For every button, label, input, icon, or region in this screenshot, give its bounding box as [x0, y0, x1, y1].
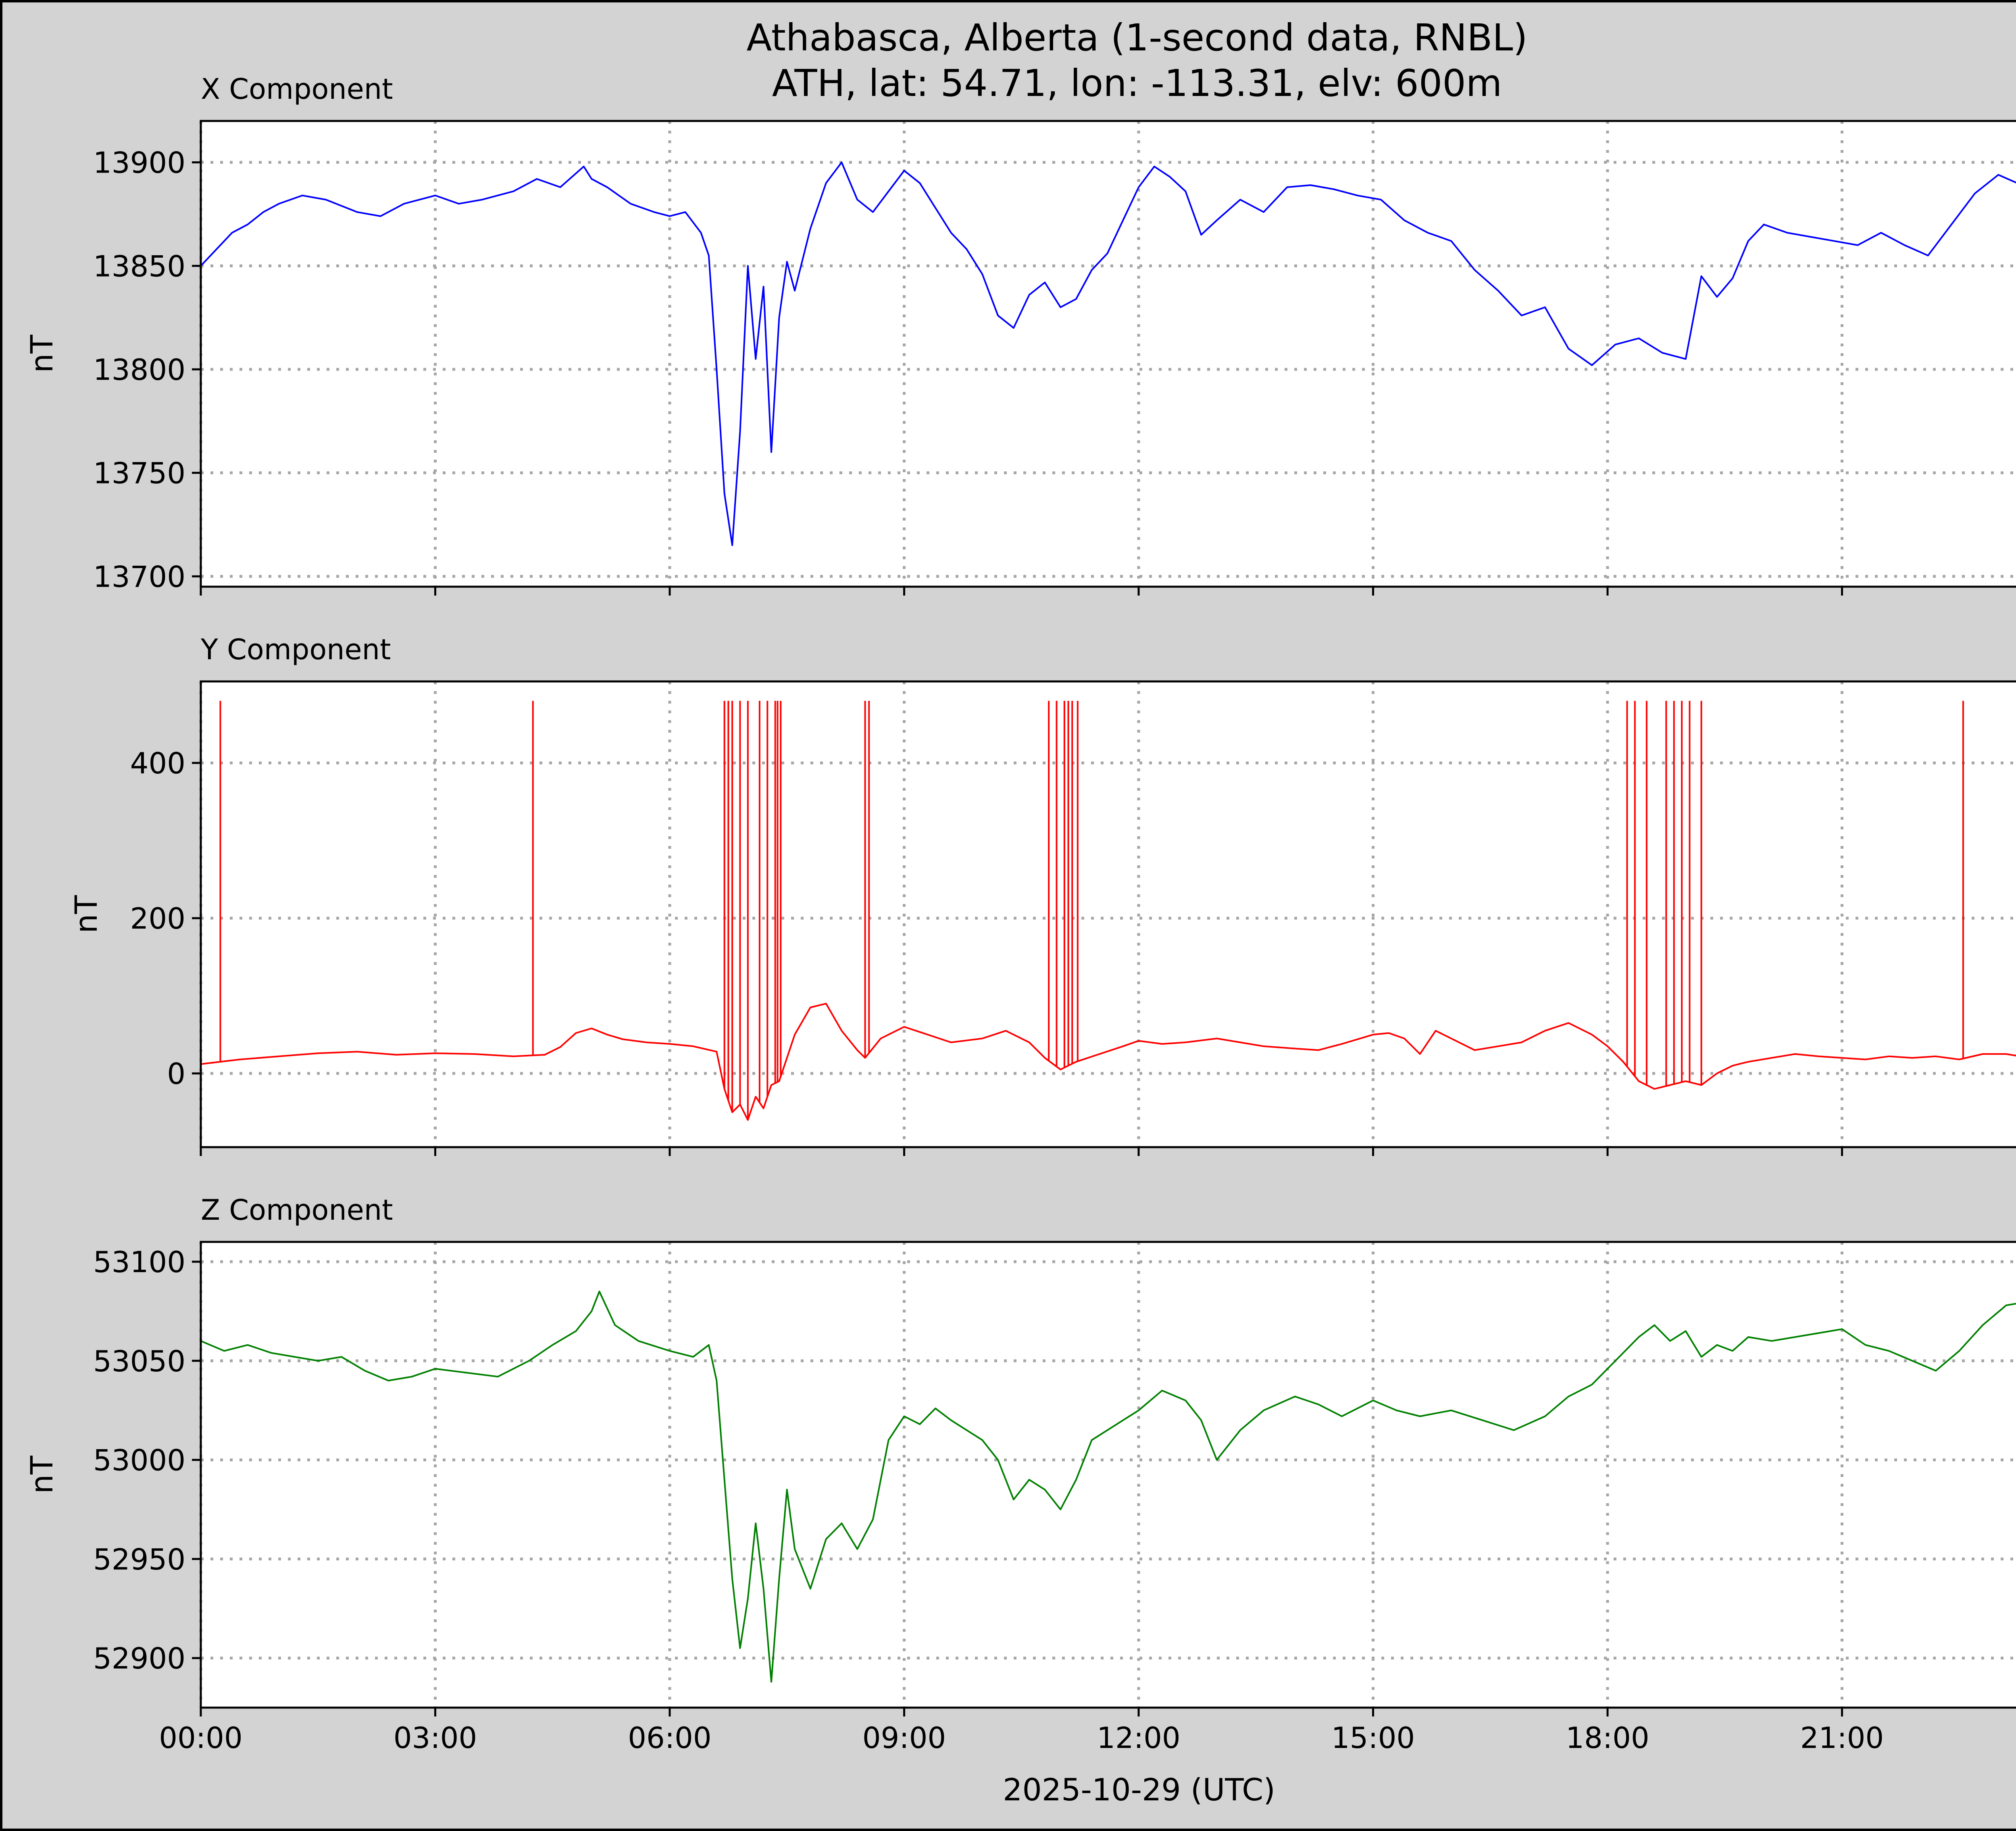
series-line	[201, 1002, 2016, 1121]
series-group	[201, 1290, 2016, 1683]
x-tick-label: 00:00	[159, 1721, 243, 1755]
y-tick-label: 200	[130, 902, 185, 935]
y-tick-label: 53050	[93, 1344, 185, 1378]
x-tick-label: 15:00	[1331, 1721, 1415, 1755]
panel-2: 0 200 400 Y Component nT	[68, 633, 2016, 1156]
plot-area	[201, 1242, 2016, 1708]
y-tick-label: 13700	[93, 560, 185, 594]
series-group	[201, 701, 2016, 1121]
panel-3: 52900 52950 53000 53050 53100 00:00 03:00 06:00…	[24, 1194, 2016, 1755]
x-tick-label: 03:00	[394, 1721, 477, 1755]
panel-title: Z Component	[201, 1194, 393, 1227]
x-tick-label: 12:00	[1097, 1721, 1181, 1755]
y-tick-label: 0	[167, 1057, 185, 1091]
figure-title-line1: Athabasca, Alberta (1-second data, RNBL)	[747, 16, 1528, 59]
panel-1: 13700 13750 13800 13850 13900 X Component nT	[24, 73, 2016, 596]
y-tick-label: 13800	[93, 353, 185, 387]
y-axis-label: nT	[24, 335, 60, 373]
x-axis-label: 2025-10-29 (UTC)	[1003, 1772, 1275, 1808]
y-tick-label: 13750	[93, 456, 185, 490]
x-tick-label: 06:00	[628, 1721, 712, 1755]
y-tick-label: 52900	[93, 1641, 185, 1675]
panel-title: Y Component	[200, 633, 391, 666]
y-axis-label: nT	[68, 895, 104, 933]
series-line	[201, 161, 2016, 546]
panel-title: X Component	[201, 73, 393, 106]
y-tick-label: 53000	[93, 1444, 185, 1477]
y-tick-label: 13900	[93, 146, 185, 180]
panels-group: 13700 13750 13800 13850 13900 X Component nT 0 2…	[24, 73, 2016, 1755]
plot-area	[201, 681, 2016, 1147]
y-tick-label: 400	[130, 746, 185, 780]
figure-title-line2: ATH, lat: 54.71, lon: -113.31, elv: 600m	[772, 62, 1502, 105]
y-tick-label: 53100	[93, 1245, 185, 1279]
y-axis-label: nT	[24, 1456, 60, 1494]
y-tick-label: 13850	[93, 249, 185, 283]
series-group	[201, 161, 2016, 546]
series-line	[201, 1290, 2016, 1683]
x-tick-label: 21:00	[1800, 1721, 1884, 1755]
y-tick-label: 52950	[93, 1542, 185, 1576]
x-tick-label: 18:00	[1566, 1721, 1649, 1755]
plot-area	[201, 121, 2016, 587]
x-tick-label: 09:00	[862, 1721, 946, 1755]
